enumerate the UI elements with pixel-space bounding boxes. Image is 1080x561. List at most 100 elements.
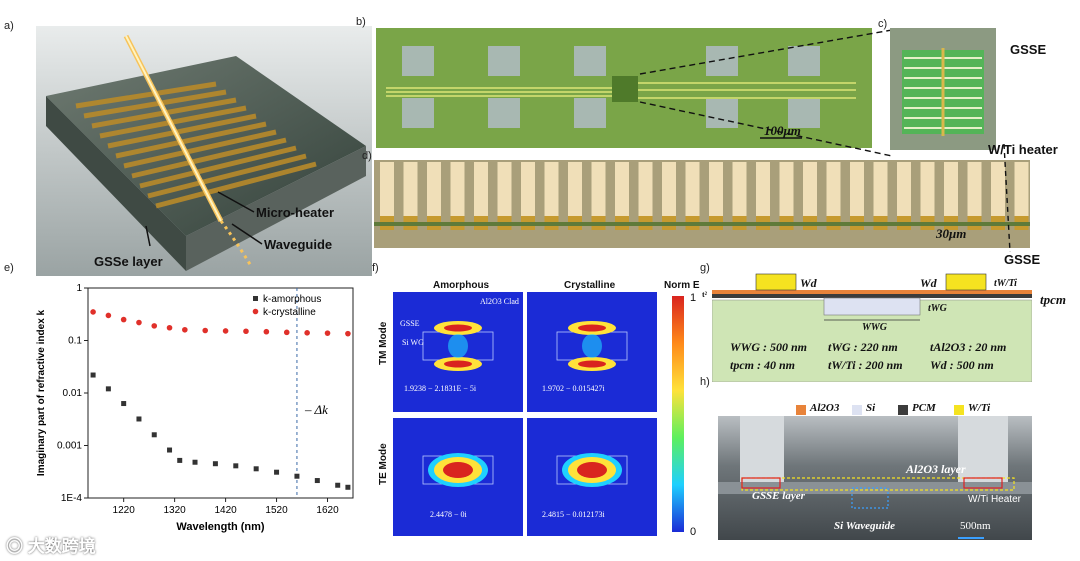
legend-pcm-swatch xyxy=(898,405,908,415)
crystalline-point xyxy=(345,330,351,337)
crystalline-point xyxy=(182,326,188,333)
heater-finger xyxy=(450,162,465,216)
heater-finger xyxy=(803,162,817,216)
legend-wti: W/Ti xyxy=(968,402,991,414)
panel-e-label: e) xyxy=(4,262,14,274)
neff-te-crystalline: 2.4815 − 0.012173i xyxy=(542,510,605,519)
panel-h-label: h) xyxy=(700,376,710,388)
y-tick-label: 0.1 xyxy=(68,336,82,347)
heater-label-c: W/Ti heater xyxy=(988,142,1058,157)
waveguide-band xyxy=(374,222,1030,226)
amorphous-point xyxy=(294,473,300,479)
al2o3-layer-label: Al2O3 layer xyxy=(906,462,966,476)
twti-label: tW/Ti xyxy=(994,278,1017,289)
heater-finger xyxy=(850,162,864,216)
chip-micrograph-d xyxy=(374,160,1030,248)
al2o3-clad-label: Al2O3 Clad xyxy=(480,297,519,306)
chip-micrograph-c xyxy=(890,28,996,150)
param-twti: tW/Ti : 200 nm xyxy=(828,358,903,372)
heater-finger xyxy=(544,162,559,216)
tm-mode-label: TM Mode xyxy=(378,321,389,365)
heater-finger xyxy=(497,162,512,216)
gsse-label-d: GSSE xyxy=(1004,252,1041,267)
panel-b-label: b) xyxy=(356,16,366,28)
param-tal2o3: tAl2O3 : 20 nm xyxy=(930,340,1007,354)
panel-d-label: d) xyxy=(362,150,372,162)
watermark-icon: ◎ xyxy=(6,537,23,556)
legend-al2o3-swatch xyxy=(796,405,806,415)
colorbar xyxy=(672,296,684,532)
crystalline-point xyxy=(202,327,209,334)
heater-finger xyxy=(380,162,394,216)
colorbar-min: 0 xyxy=(690,526,697,538)
amorphous-point xyxy=(151,432,157,438)
sem-image xyxy=(718,416,1032,540)
gsse-label-c: GSSE xyxy=(1010,42,1047,57)
heater-finger xyxy=(967,162,982,216)
heater-finger xyxy=(897,162,911,216)
x-tick-label: 1620 xyxy=(316,505,339,516)
heater-finger xyxy=(638,162,653,216)
amorphous-point xyxy=(274,469,280,475)
heater-finger xyxy=(756,162,770,216)
panel-a-label: a) xyxy=(4,20,14,32)
device-3d-render xyxy=(36,26,372,276)
heater-finger xyxy=(591,162,606,216)
legend-amorphous: k-amorphous xyxy=(263,294,321,305)
amorphous-point xyxy=(253,466,259,472)
norm-e-label: Norm E xyxy=(664,280,700,291)
crystalline-point xyxy=(151,323,158,329)
y-tick-label: 0.01 xyxy=(63,388,83,399)
panel-g-label: g) xyxy=(700,262,710,274)
heater-finger xyxy=(521,162,535,216)
watermark-text: 大数跨境 xyxy=(27,537,96,556)
micro-heater-label: Micro-heater xyxy=(256,205,335,220)
heater-finger xyxy=(920,162,935,216)
sim-tm-crystalline xyxy=(527,292,657,412)
legend-wti-swatch xyxy=(954,405,964,415)
sim-te-amorphous xyxy=(393,418,523,536)
x-tick-label: 1220 xyxy=(113,505,136,516)
y-tick-label: 0.001 xyxy=(57,441,82,452)
x-tick-label: 1320 xyxy=(164,505,187,516)
legend-si: Si xyxy=(866,402,876,414)
plot-frame xyxy=(87,287,354,499)
crystalline-point xyxy=(222,328,229,334)
k-vs-wavelength-chart: 1220 1320 1420 1520 1620 1E-4 0.001 0.01 0.1 1 Wav… xyxy=(36,283,354,533)
legend-si-swatch xyxy=(852,405,862,415)
heater-finger xyxy=(685,162,700,216)
gsse-layer-label-h: GSSE layer xyxy=(752,490,805,502)
gsse-tag: GSSE xyxy=(400,319,420,328)
dashed-vertical-d xyxy=(1003,143,1011,253)
heater-finger xyxy=(732,162,747,216)
crystalline-point xyxy=(105,312,112,319)
amorphous-point xyxy=(212,461,218,467)
legend-crystalline: k-crystalline xyxy=(263,307,316,318)
te-mode-label: TE Mode xyxy=(378,443,389,485)
panel-f-label: f) xyxy=(372,262,379,274)
crystalline-point xyxy=(136,319,142,326)
si-waveguide-label: Si Waveguide xyxy=(834,520,896,532)
heater-finger xyxy=(826,162,841,216)
heater-finger xyxy=(709,162,723,216)
crystalline-point xyxy=(263,328,270,335)
amorphous-point xyxy=(233,463,239,469)
amorphous-point xyxy=(105,386,111,392)
twg-label: tWG xyxy=(928,303,947,314)
heater-finger xyxy=(427,162,441,216)
legend-al2o3: Al2O3 xyxy=(810,402,840,414)
neff-tm-crystalline: 1.9702 − 0.015427i xyxy=(542,384,605,393)
amorphous-point xyxy=(314,478,320,484)
scale-500nm: 500nm xyxy=(960,520,991,532)
heater-finger xyxy=(662,162,676,216)
param-twg: tWG : 220 nm xyxy=(828,340,898,354)
col-amorphous: Amorphous xyxy=(433,280,490,291)
x-axis-label: Wavelength (nm) xyxy=(176,521,265,533)
y-axis-label: Imaginary part of refractive index k xyxy=(36,309,47,476)
sim-te-crystalline xyxy=(527,418,657,536)
y-tick-label: 1 xyxy=(76,283,82,294)
amorphous-point xyxy=(121,401,127,407)
amorphous-point xyxy=(167,447,173,453)
scale-30um: 30μm xyxy=(936,226,967,241)
gsse-layer-label-a: GSSe layer xyxy=(94,254,163,269)
